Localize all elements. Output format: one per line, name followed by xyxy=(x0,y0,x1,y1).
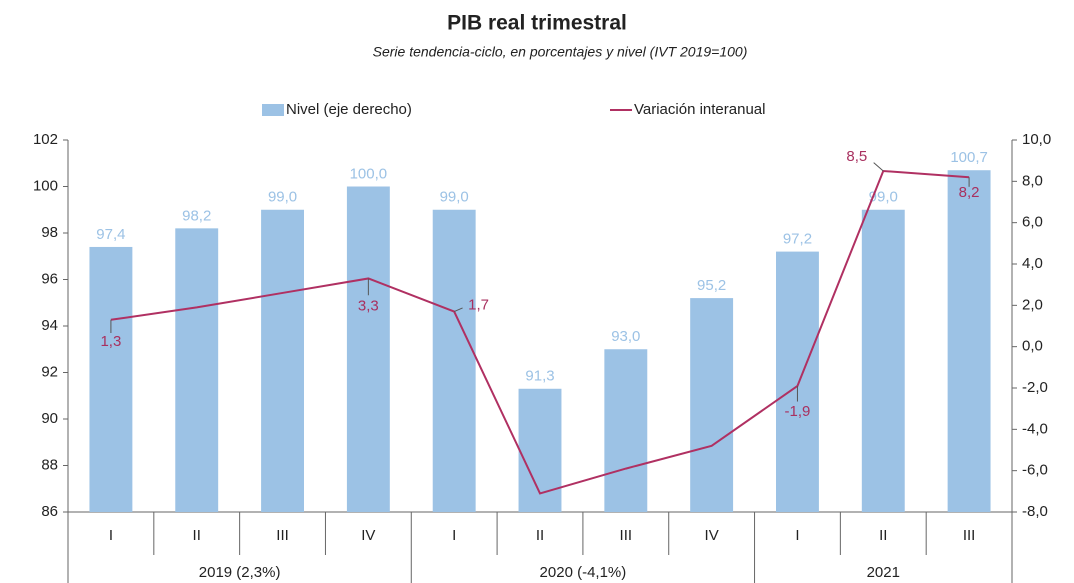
x-tick-label: I xyxy=(452,527,456,544)
group-label: 2019 (2,3%) xyxy=(199,564,281,581)
y2-tick-label: -4,0 xyxy=(1022,420,1048,437)
group-label: 2021 xyxy=(867,564,900,581)
bar xyxy=(947,170,991,512)
y2-tick-label: 2,0 xyxy=(1022,296,1043,313)
line-value-label: 8,2 xyxy=(959,184,980,201)
bar-value-label: 91,3 xyxy=(525,368,554,385)
leader-line xyxy=(873,162,884,172)
x-tick-label: III xyxy=(963,527,976,544)
bar-value-label: 100,7 xyxy=(950,149,988,166)
bar xyxy=(89,246,133,512)
x-tick-label: III xyxy=(620,527,633,544)
leader-line xyxy=(453,307,463,312)
chart-title: PIB real trimestral xyxy=(447,12,627,35)
y-tick-label: 98 xyxy=(41,224,58,241)
bar xyxy=(175,228,219,512)
bar xyxy=(261,209,304,512)
x-tick-label: I xyxy=(795,527,799,544)
line-value-label: -1,9 xyxy=(785,403,811,420)
y-tick-label: 96 xyxy=(41,270,58,287)
y-tick-label: 100 xyxy=(33,177,58,194)
y2-tick-label: 4,0 xyxy=(1022,255,1043,272)
line-value-label: 1,7 xyxy=(468,297,489,314)
x-tick-label: I xyxy=(109,527,113,544)
bar-value-label: 98,2 xyxy=(182,207,211,224)
bar-value-label: 93,0 xyxy=(611,328,640,345)
line-value-label: 8,5 xyxy=(846,148,867,165)
bar xyxy=(861,209,905,512)
y-tick-label: 90 xyxy=(41,410,58,427)
y2-tick-label: 0,0 xyxy=(1022,338,1043,355)
x-tick-label: II xyxy=(879,527,887,544)
bar xyxy=(604,349,648,512)
y2-tick-label: -8,0 xyxy=(1022,503,1048,520)
bar-value-label: 97,2 xyxy=(783,231,812,248)
y2-tick-label: 6,0 xyxy=(1022,214,1043,231)
x-tick-label: II xyxy=(536,527,544,544)
bar xyxy=(776,251,819,512)
x-tick-label: IV xyxy=(361,527,375,544)
chart-subtitle: Serie tendencia-ciclo, en porcentajes y … xyxy=(373,44,748,60)
bar-value-label: 95,2 xyxy=(697,277,726,294)
bar-value-label: 97,4 xyxy=(96,226,125,243)
line xyxy=(110,169,970,495)
legend-label: Nivel (eje derecho) xyxy=(286,101,412,118)
y-tick-label: 102 xyxy=(33,131,58,148)
bar xyxy=(432,209,476,512)
y2-tick-label: -6,0 xyxy=(1022,462,1048,479)
y-tick-label: 88 xyxy=(41,456,58,473)
y-tick-label: 94 xyxy=(41,317,58,334)
bar-value-label: 99,0 xyxy=(440,189,469,206)
line-value-label: 1,3 xyxy=(100,333,121,350)
bar xyxy=(690,298,734,512)
group-label: 2020 (-4,1%) xyxy=(540,564,627,581)
y-tick-label: 86 xyxy=(41,503,58,520)
line-value-label: 3,3 xyxy=(358,297,379,314)
x-tick-label: III xyxy=(276,527,289,544)
y2-tick-label: 8,0 xyxy=(1022,172,1043,189)
legend-swatch xyxy=(262,104,284,116)
y-tick-label: 92 xyxy=(41,363,58,380)
x-tick-label: IV xyxy=(705,527,719,544)
bar-value-label: 99,0 xyxy=(869,189,898,206)
bar-value-label: 100,0 xyxy=(350,165,388,182)
legend-label: Variación interanual xyxy=(634,101,765,118)
bar-value-label: 99,0 xyxy=(268,189,297,206)
x-tick-label: II xyxy=(193,527,201,544)
y2-tick-label: 10,0 xyxy=(1022,131,1051,148)
bar xyxy=(346,186,390,512)
y2-tick-label: -2,0 xyxy=(1022,379,1048,396)
